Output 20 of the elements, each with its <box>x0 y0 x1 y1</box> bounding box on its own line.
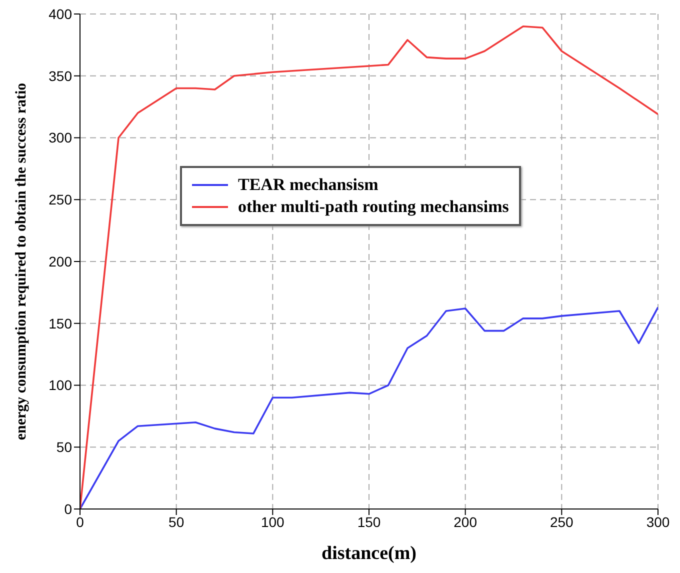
x-tick-label: 250 <box>550 514 574 530</box>
y-tick-label: 50 <box>56 439 72 456</box>
y-tick-label: 150 <box>48 315 72 332</box>
legend-label: other multi-path routing mechansims <box>238 196 509 218</box>
x-tick-label: 100 <box>260 514 285 530</box>
y-tick-label: 200 <box>48 253 72 270</box>
y-tick-label: 0 <box>64 500 72 517</box>
x-tick-label: 200 <box>454 514 478 530</box>
x-axis-title: distance(m) <box>322 543 416 564</box>
x-tick-label: 150 <box>357 514 381 530</box>
y-tick-label: 400 <box>48 6 72 22</box>
x-tick-label: 0 <box>76 514 84 530</box>
x-tick-label: 300 <box>646 514 670 530</box>
y-tick-label: 350 <box>48 68 72 84</box>
x-tick-label: 50 <box>168 514 184 530</box>
y-axis-title: energy consumption required to obtain the success ratio <box>13 82 30 440</box>
y-tick-label: 250 <box>48 192 72 208</box>
y-tick-label: 300 <box>48 130 72 146</box>
y-tick-label: 100 <box>48 377 72 394</box>
legend-label: TEAR mechansism <box>238 174 378 196</box>
